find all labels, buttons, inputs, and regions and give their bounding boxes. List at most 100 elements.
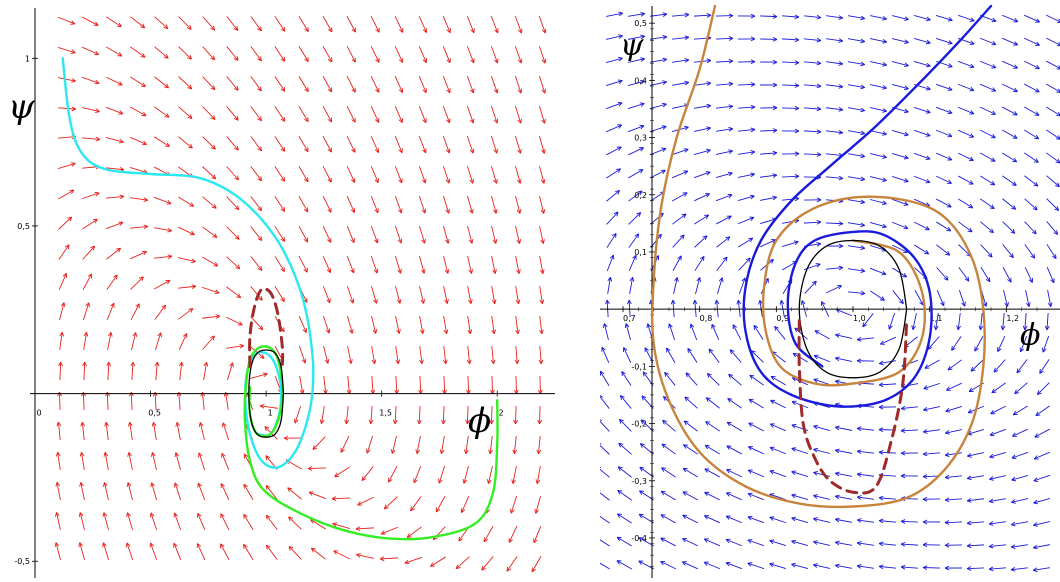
field-arrow [737, 150, 756, 155]
field-arrow [128, 421, 133, 441]
field-arrow [605, 124, 623, 133]
field-arrow [847, 153, 866, 159]
y-tick-label: 1 [25, 54, 30, 63]
field-arrow [1022, 312, 1028, 331]
field-arrow [370, 46, 380, 63]
field-arrow [616, 560, 632, 570]
field-arrow [394, 375, 400, 395]
field-arrow [178, 46, 192, 60]
field-arrow [226, 226, 240, 240]
field-arrow [803, 83, 822, 89]
field-arrow [683, 420, 698, 432]
field-arrow [602, 323, 609, 341]
field-arrow [825, 265, 844, 271]
field-arrow [606, 254, 615, 272]
field-arrow [202, 256, 219, 267]
field-arrow [176, 391, 182, 411]
field-arrow [913, 38, 931, 45]
field-arrow [346, 16, 356, 33]
field-arrow [958, 198, 974, 209]
field-arrow [618, 442, 632, 455]
field-arrow [891, 152, 909, 160]
field-arrow [435, 496, 446, 513]
field-arrow [356, 553, 375, 559]
x-axis-label: ϕ [1020, 318, 1040, 353]
field-arrow [55, 482, 61, 501]
field-arrow [813, 424, 831, 431]
field-arrow [748, 446, 765, 455]
field-arrow [891, 175, 909, 183]
field-arrow [511, 465, 517, 484]
field-arrow [661, 467, 676, 478]
field-arrow [891, 15, 909, 21]
field-arrow [944, 474, 963, 480]
field-arrow [732, 324, 742, 340]
field-arrow [967, 452, 985, 458]
field-arrow [371, 285, 378, 304]
field-arrow [980, 152, 996, 162]
field-arrow [538, 105, 546, 124]
field-arrow [900, 519, 919, 524]
field-arrow [1046, 60, 1060, 70]
field-arrow [891, 84, 909, 91]
field-arrow [539, 165, 546, 184]
field-arrow [243, 544, 254, 560]
field-arrow [781, 37, 800, 43]
field-arrow [759, 59, 778, 65]
field-arrow [856, 541, 875, 546]
field-arrow [957, 83, 975, 92]
field-arrow [1010, 566, 1029, 572]
field-arrow [1047, 289, 1053, 308]
field-arrow [322, 136, 332, 153]
field-arrow [201, 314, 221, 319]
field-arrow [728, 373, 742, 386]
field-arrow [106, 16, 122, 28]
field-arrow [274, 196, 286, 212]
field-arrow [825, 107, 844, 112]
field-arrow [600, 539, 610, 547]
x-tick-label: 1,2 [1006, 314, 1019, 323]
field-arrow [670, 299, 676, 318]
field-arrow [490, 15, 499, 34]
field-arrow [355, 526, 375, 532]
field-arrow [933, 312, 939, 331]
field-arrow [716, 236, 731, 248]
field-arrow [979, 83, 997, 92]
field-arrow [944, 497, 963, 503]
field-arrow [900, 428, 919, 433]
field-arrow [605, 79, 623, 87]
field-arrow [1023, 14, 1041, 23]
field-arrow [538, 15, 547, 34]
field-arrow [847, 84, 866, 90]
field-arrow [410, 496, 422, 512]
field-arrow [177, 284, 197, 290]
field-arrow [638, 513, 654, 524]
field-arrow [803, 129, 822, 135]
field-arrow [250, 136, 262, 152]
field-arrow [57, 16, 76, 25]
field-arrow [791, 516, 809, 523]
field-arrow [834, 494, 853, 500]
field-arrow [627, 34, 646, 40]
field-arrow [935, 152, 953, 161]
field-arrow [197, 482, 206, 501]
field-arrow [322, 285, 331, 304]
field-arrow [82, 302, 90, 321]
field-arrow [944, 542, 963, 548]
field-arrow [288, 516, 302, 530]
field-arrow [856, 518, 875, 523]
field-arrow [704, 444, 720, 455]
field-arrow [202, 16, 215, 31]
field-arrow [58, 244, 70, 260]
field-arrow [726, 469, 742, 478]
field-arrow [605, 11, 623, 17]
field-arrow [288, 545, 302, 560]
field-arrow [55, 451, 61, 471]
field-arrow [1001, 60, 1019, 69]
field-arrow [936, 289, 945, 307]
field-arrow [226, 362, 234, 381]
field-arrow [627, 102, 645, 110]
field-arrow [869, 267, 887, 276]
field-arrow [370, 375, 376, 395]
field-arrow [57, 162, 76, 170]
